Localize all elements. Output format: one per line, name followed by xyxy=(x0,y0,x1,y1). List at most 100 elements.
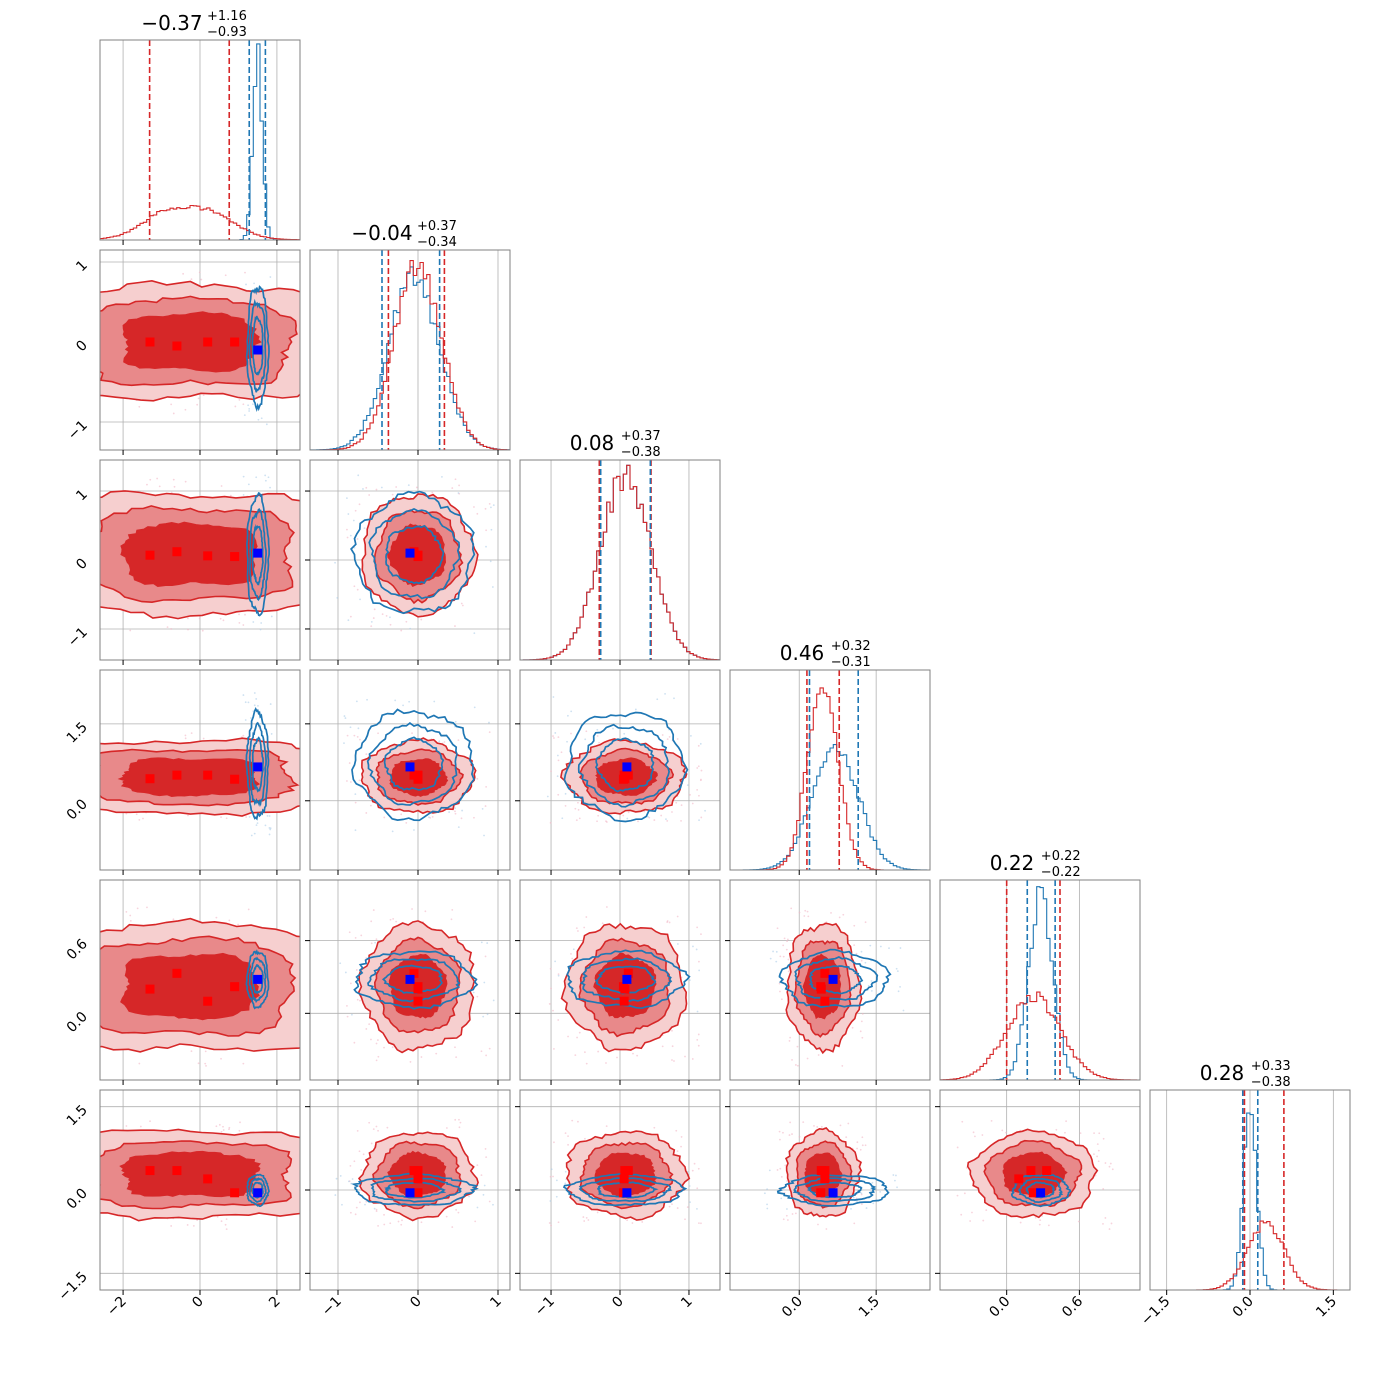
blue-contour-outer xyxy=(562,1173,688,1207)
red-sample-dot xyxy=(172,478,175,481)
red-sample-dot xyxy=(697,1167,700,1170)
red-sample-dot xyxy=(488,1200,491,1203)
red-sample-dot xyxy=(356,538,359,540)
blue-sample-dot xyxy=(490,506,492,509)
red-truth-marker xyxy=(413,1174,423,1184)
blue-contour-outer xyxy=(245,706,270,821)
red-sample-dot xyxy=(391,493,394,496)
blue-sample-dot xyxy=(257,704,259,707)
blue-histogram xyxy=(940,886,1140,1080)
red-sample-dot xyxy=(228,1128,230,1131)
red-sample-dot xyxy=(204,1062,207,1065)
red-sample-dot xyxy=(578,817,581,820)
red-sample-dot xyxy=(1093,1153,1095,1155)
red-sample-dot xyxy=(458,1118,460,1121)
blue-sample-dot xyxy=(656,698,659,701)
red-sample-dot xyxy=(839,1124,842,1127)
red-sample-dot xyxy=(680,819,682,822)
x-tick-label: −1 xyxy=(319,1294,345,1320)
red-sample-dot xyxy=(813,1125,815,1127)
blue-contour-middle xyxy=(577,723,670,808)
blue-contour-inner xyxy=(251,964,264,995)
blue-sample-dot xyxy=(860,950,863,953)
blue-sample-dot xyxy=(247,701,250,704)
red-sample-dot xyxy=(776,927,779,930)
blue-contour-outer xyxy=(351,1172,479,1206)
red-sample-dot xyxy=(237,923,239,926)
blue-sample-dot xyxy=(850,1207,852,1210)
blue-sample-dot xyxy=(872,1202,875,1205)
blue-sample-dot xyxy=(264,479,267,482)
red-sample-dot xyxy=(797,1064,799,1067)
blue-sample-dot xyxy=(243,414,246,416)
red-sample-dot xyxy=(548,1222,551,1224)
blue-sample-dot xyxy=(546,795,549,798)
red-truth-marker xyxy=(145,337,155,347)
red-sample-dot xyxy=(798,911,801,914)
blue-sample-dot xyxy=(690,735,692,737)
red-sample-dot xyxy=(409,1061,412,1063)
red-sample-dot xyxy=(700,778,702,781)
red-sample-dot xyxy=(238,1129,241,1132)
red-sample-dot xyxy=(1102,1222,1104,1225)
red-sample-dot xyxy=(360,1169,363,1171)
blue-sample-dot xyxy=(260,417,263,420)
red-sample-dot xyxy=(585,1062,588,1065)
red-truth-marker xyxy=(816,982,826,992)
red-sample-dot xyxy=(804,909,807,912)
red-truth-marker xyxy=(145,1166,155,1176)
red-sample-dot xyxy=(354,936,357,939)
blue-sample-dot xyxy=(268,833,271,836)
red-sample-dot xyxy=(969,1220,972,1222)
red-sample-dot xyxy=(458,484,460,487)
blue-sample-dot xyxy=(869,944,872,947)
blue-sample-dot xyxy=(564,1182,567,1185)
red-sample-dot xyxy=(1019,1221,1022,1224)
blue-sample-dot xyxy=(856,1200,858,1203)
red-truth-marker xyxy=(230,1188,240,1198)
red-truth-marker xyxy=(230,337,240,347)
red-sample-dot xyxy=(202,737,205,740)
red-sample-dot xyxy=(485,529,488,532)
blue-sample-dot xyxy=(763,1192,766,1195)
blue-contour-inner xyxy=(808,965,864,995)
red-sample-dot xyxy=(856,1147,858,1150)
blue-sample-dot xyxy=(344,717,347,719)
red-sample-dot xyxy=(484,955,487,958)
red-sample-dot xyxy=(981,1134,984,1136)
red-sample-dot xyxy=(455,1208,458,1211)
red-sample-dot xyxy=(228,919,231,922)
blue-sample-dot xyxy=(634,708,637,711)
red-sample-dot xyxy=(697,744,700,747)
blue-sample-dot xyxy=(852,1196,855,1199)
red-sample-dot xyxy=(129,914,132,917)
marginal-panel-1 xyxy=(100,40,300,240)
red-sample-dot xyxy=(220,1220,223,1223)
red-sample-dot xyxy=(585,916,588,918)
red-contour-inner xyxy=(117,757,261,798)
blue-sample-dot xyxy=(343,742,345,745)
blue-sample-dot xyxy=(468,1195,470,1198)
blue-sample-dot xyxy=(461,809,464,812)
title-lower-error: −0.31 xyxy=(831,655,871,670)
blue-sample-dot xyxy=(252,621,255,623)
red-sample-dot xyxy=(689,793,691,796)
blue-sample-dot xyxy=(486,1013,489,1016)
red-sample-dot xyxy=(242,734,245,737)
red-sample-dot xyxy=(1108,1228,1111,1230)
x-tick-label: 1.5 xyxy=(1313,1294,1340,1321)
blue-sample-dot xyxy=(270,733,273,735)
red-histogram xyxy=(730,687,930,870)
red-histogram xyxy=(100,204,300,240)
marginal-panel-2 xyxy=(310,250,510,450)
blue-truth-marker xyxy=(828,1188,838,1198)
blue-sample-dot xyxy=(408,700,411,703)
blue-sample-dot xyxy=(394,699,397,702)
blue-sample-dot xyxy=(349,534,352,537)
red-sample-dot xyxy=(375,1210,378,1212)
red-sample-dot xyxy=(1102,1137,1105,1140)
blue-sample-dot xyxy=(492,999,495,1002)
blue-sample-dot xyxy=(769,957,772,960)
joint-panel-4-2 xyxy=(310,670,510,870)
red-sample-dot xyxy=(473,816,475,819)
